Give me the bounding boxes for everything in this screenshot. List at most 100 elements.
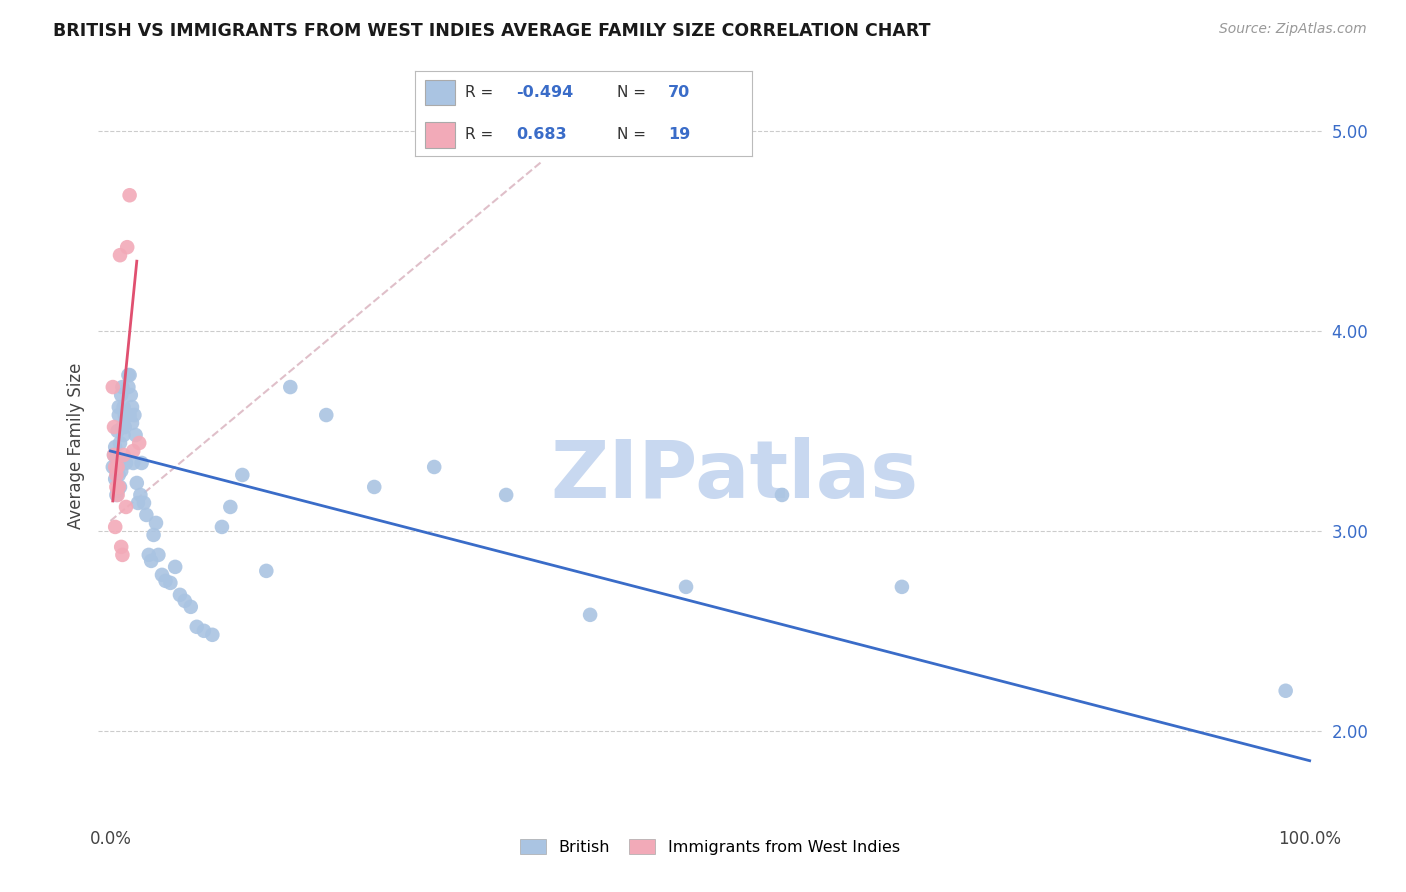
Point [110,540,132,554]
Point [579,607,602,622]
Point [165,560,187,574]
Point [105,452,128,467]
Point [111,548,134,562]
Point [104,460,127,475]
Point [1274,683,1296,698]
Point [142,528,165,542]
Point [108,480,131,494]
Point [211,520,233,534]
Point [138,548,160,562]
Point [159,575,181,590]
Point [201,628,224,642]
Point [115,240,138,254]
Text: N =: N = [617,128,651,143]
Point [110,388,132,402]
Text: -0.494: -0.494 [516,85,574,100]
Point [173,594,195,608]
Point [111,420,134,434]
Text: BRITISH VS IMMIGRANTS FROM WEST INDIES AVERAGE FAMILY SIZE CORRELATION CHART: BRITISH VS IMMIGRANTS FROM WEST INDIES A… [53,22,931,40]
Point [114,408,136,422]
Point [112,400,135,414]
Point [110,464,132,478]
Point [103,448,125,462]
Point [108,436,131,450]
Point [114,420,136,434]
Point [111,380,134,394]
Point [103,420,125,434]
Point [105,480,128,494]
Point [124,408,146,422]
Point [108,248,131,262]
Point [122,444,145,458]
Point [193,624,215,638]
Point [132,496,155,510]
Point [141,554,163,568]
Text: ZIPatlas: ZIPatlas [550,437,918,515]
Point [125,475,148,490]
Text: 0.683: 0.683 [516,128,567,143]
Point [145,516,167,530]
Point [101,460,124,475]
Point [104,472,127,486]
Point [108,400,129,414]
Point [254,564,277,578]
Text: R =: R = [465,85,499,100]
Text: 19: 19 [668,128,690,143]
Point [150,567,173,582]
FancyBboxPatch shape [425,80,456,105]
Point [107,460,129,475]
Text: Source: ZipAtlas.com: Source: ZipAtlas.com [1219,22,1367,37]
Point [124,428,146,442]
Point [101,380,124,394]
Point [103,448,125,462]
Point [108,467,129,482]
Text: N =: N = [617,85,651,100]
Point [105,464,128,478]
Point [121,416,143,430]
Point [118,188,141,202]
Point [105,488,128,502]
FancyBboxPatch shape [425,122,456,147]
Point [231,467,253,482]
Point [169,588,191,602]
Point [495,488,517,502]
Point [363,480,385,494]
Point [112,448,135,462]
Point [423,460,446,475]
Point [121,400,143,414]
Point [131,456,153,470]
Point [135,508,157,522]
Point [148,548,170,562]
Point [117,380,139,394]
Point [115,456,138,470]
Point [122,456,145,470]
Point [105,467,128,482]
Point [108,480,129,494]
Text: R =: R = [465,128,503,143]
Point [107,424,129,438]
Point [107,483,129,498]
Point [315,408,337,422]
Point [118,408,141,422]
Point [186,620,208,634]
Point [104,520,127,534]
Point [219,500,242,514]
Point [890,580,912,594]
Point [115,408,138,422]
Y-axis label: Average Family Size: Average Family Size [66,363,84,529]
Text: 70: 70 [668,85,690,100]
Point [107,488,129,502]
Point [129,488,152,502]
Point [112,428,135,442]
Point [115,500,138,514]
Point [118,368,141,382]
Point [108,456,131,470]
Point [108,408,129,422]
Point [117,368,139,382]
Point [770,488,793,502]
Point [155,574,177,588]
Point [120,388,142,402]
Legend: British, Immigrants from West Indies: British, Immigrants from West Indies [515,832,905,862]
Point [104,440,127,454]
Point [278,380,301,394]
